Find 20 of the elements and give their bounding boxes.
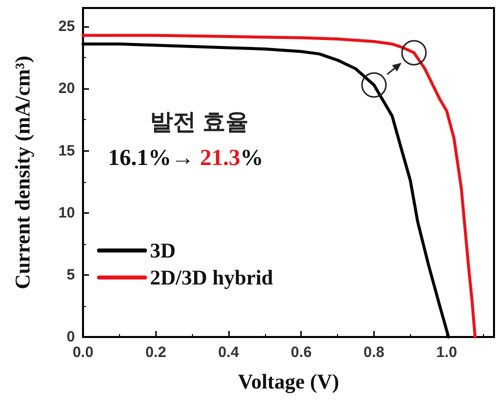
x-tick-label: 0.6 (290, 344, 312, 361)
y-tick-label: 25 (58, 18, 75, 36)
y-tick-label: 5 (66, 266, 75, 284)
x-axis-title: Voltage (V) (238, 370, 340, 394)
annotation: % (240, 145, 264, 170)
legend-label: 2D/3D hybrid (150, 266, 274, 290)
annotation: 21.3 (200, 145, 240, 170)
y-tick-label: 15 (58, 142, 75, 160)
x-tick-label: 0.0 (72, 344, 94, 361)
y-axis-title: Current density (mA/cm³) (10, 56, 34, 290)
x-tick-label: 0.8 (364, 344, 384, 361)
x-tick-label: 1.0 (436, 344, 458, 361)
x-tick-label: 0.2 (145, 344, 166, 361)
annotation: 16.1%→ (108, 145, 200, 170)
y-tick-label: 10 (58, 204, 75, 222)
y-tick-label: 0 (66, 328, 75, 346)
legend-label: 3D (150, 238, 176, 262)
y-tick-label: 20 (58, 80, 75, 98)
x-tick-label: 0.4 (218, 344, 240, 361)
annotation: 발전 효율 (150, 108, 248, 134)
